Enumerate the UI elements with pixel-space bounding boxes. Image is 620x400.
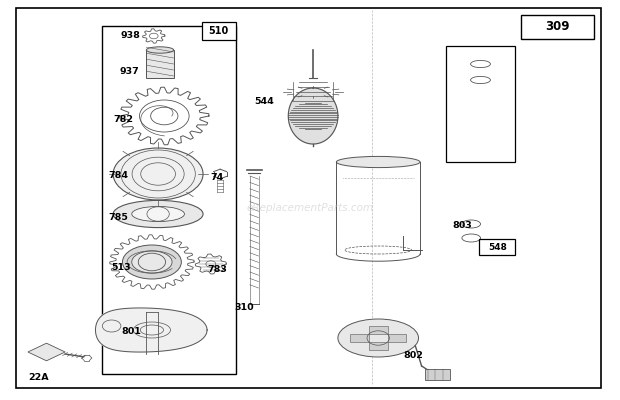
Bar [425, 369, 450, 380]
Bar [446, 46, 515, 162]
Text: 544: 544 [254, 98, 274, 106]
Text: 937: 937 [120, 68, 140, 76]
Ellipse shape [113, 200, 203, 228]
Bar [369, 342, 388, 350]
Bar [369, 326, 388, 334]
Ellipse shape [336, 156, 420, 168]
Ellipse shape [146, 47, 174, 53]
Text: 938: 938 [121, 32, 141, 40]
Text: 783: 783 [208, 266, 228, 274]
Text: 803: 803 [453, 222, 472, 230]
Polygon shape [288, 88, 338, 144]
Ellipse shape [123, 245, 181, 279]
Text: 22A: 22A [28, 374, 48, 382]
Bar [350, 334, 369, 342]
Text: eReplacementParts.com: eReplacementParts.com [246, 203, 374, 213]
Text: 782: 782 [113, 116, 133, 124]
Bar [388, 334, 406, 342]
Bar [202, 22, 236, 40]
Text: 74: 74 [211, 174, 224, 182]
Text: 310: 310 [234, 304, 254, 312]
Text: 801: 801 [121, 328, 141, 336]
Bar [102, 26, 236, 374]
Ellipse shape [131, 251, 172, 273]
Ellipse shape [338, 319, 419, 357]
Ellipse shape [113, 148, 203, 200]
Text: 785: 785 [108, 214, 128, 222]
Text: 548: 548 [488, 243, 507, 252]
Bar [146, 50, 174, 78]
Bar [521, 15, 594, 39]
Text: 510: 510 [208, 26, 228, 36]
Text: 309: 309 [545, 20, 570, 33]
Ellipse shape [131, 206, 185, 222]
Text: 784: 784 [108, 172, 128, 180]
Bar [479, 239, 515, 255]
Polygon shape [28, 343, 65, 361]
Text: 802: 802 [403, 352, 423, 360]
Text: 513: 513 [112, 264, 131, 272]
Polygon shape [95, 308, 207, 352]
